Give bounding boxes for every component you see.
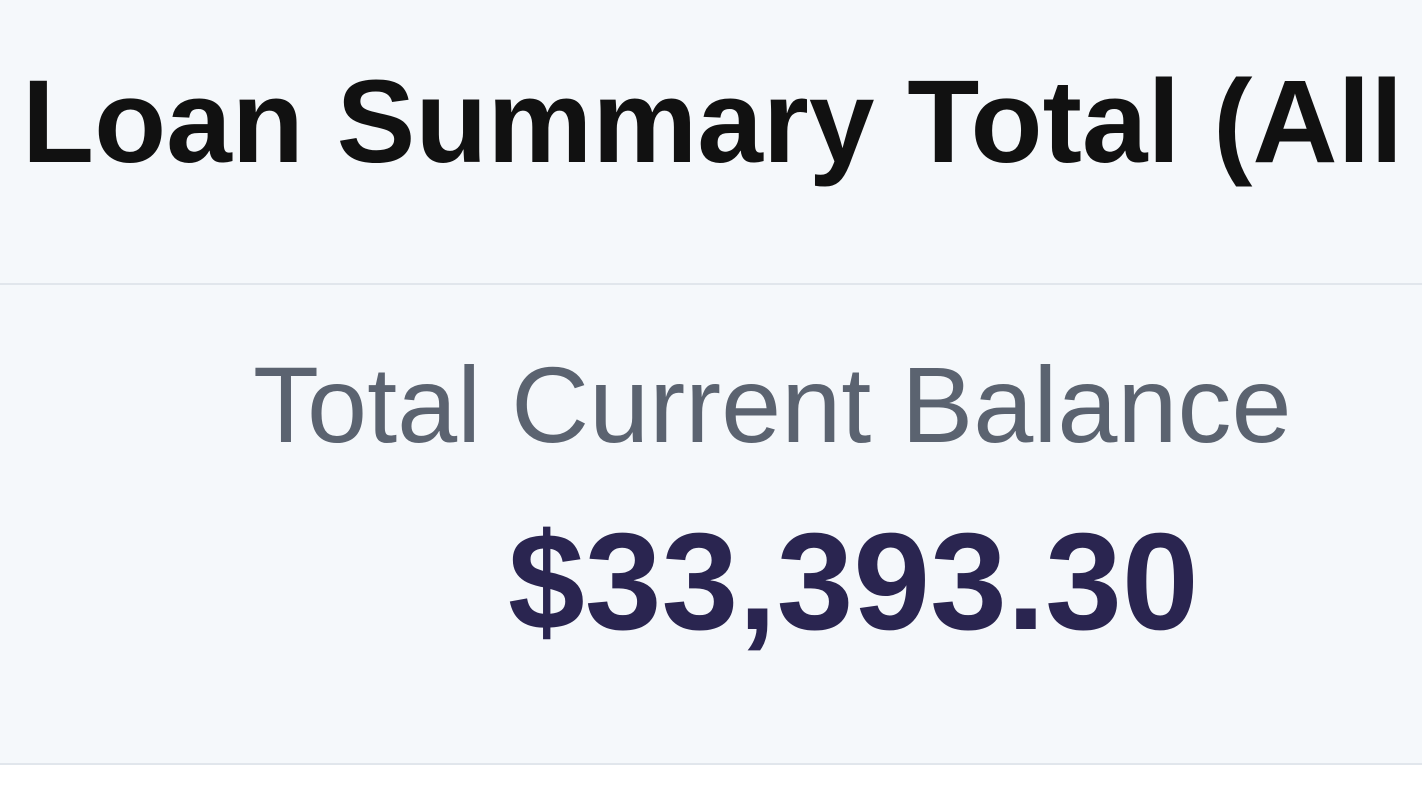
total-current-balance-label: Total Current Balance: [253, 344, 1292, 465]
card-title: Loan Summary Total (All L: [22, 56, 1422, 188]
loan-summary-card: Loan Summary Total (All L Total Current …: [0, 0, 1422, 765]
card-header: Loan Summary Total (All L: [0, 0, 1422, 285]
total-current-balance-value: $33,393.30: [508, 505, 1199, 659]
